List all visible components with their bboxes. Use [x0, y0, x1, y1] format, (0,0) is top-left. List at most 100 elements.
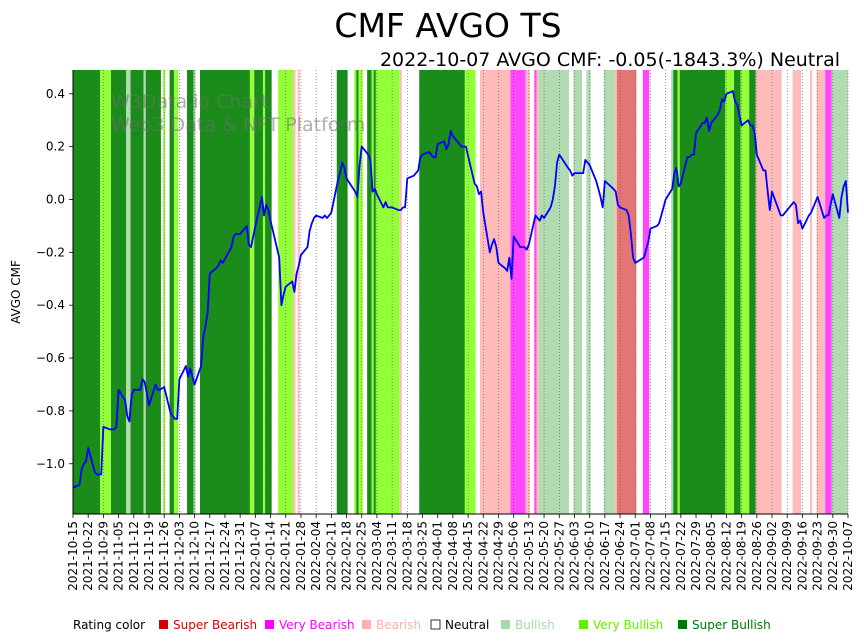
rating-band-super-bullish — [367, 70, 372, 514]
x-tick-label: 2022-08-19 — [735, 521, 749, 591]
rating-band-very-bullish — [262, 70, 266, 514]
axes — [72, 70, 848, 515]
rating-band-bullish — [671, 70, 674, 514]
rating-band-super-bullish — [73, 70, 101, 514]
rating-band-very-bullish — [354, 70, 357, 514]
series-line — [72, 90, 849, 489]
rating-band-super-bullish — [373, 70, 376, 514]
rating-band-super-bullish — [186, 70, 194, 514]
x-tick-label: 2022-10-07 — [841, 521, 855, 591]
rating-band-neutral — [401, 70, 420, 514]
legend-swatch — [362, 620, 371, 629]
legend-item: Bullish — [515, 618, 555, 632]
y-tick-label: −0.4 — [36, 298, 65, 312]
rating-band-bearish — [614, 70, 617, 514]
rating-band-bearish — [792, 70, 802, 514]
rating-band-super-bullish — [679, 70, 726, 514]
x-tick-label: 2022-06-03 — [567, 521, 581, 591]
legend-swatch — [678, 620, 687, 629]
x-tick-label: 2022-05-27 — [552, 521, 566, 591]
y-tick-label: −0.2 — [36, 245, 65, 259]
y-tick-label: 0.2 — [46, 140, 65, 154]
rating-band-neutral — [649, 70, 667, 514]
rating-band-very-bearish — [534, 70, 537, 514]
x-tick-label: 2021-10-15 — [66, 521, 80, 591]
x-tick-label: 2022-05-13 — [522, 521, 536, 591]
legend-item: Very Bullish — [593, 618, 663, 632]
legend-swatch — [159, 620, 168, 629]
x-tick-label: 2022-02-18 — [340, 521, 354, 591]
rating-band-bullish — [538, 70, 570, 514]
x-tick-label: 2022-07-15 — [659, 521, 673, 591]
x-tick-label: 2021-11-12 — [127, 521, 141, 591]
rating-band-bearish — [536, 70, 539, 514]
rating-band-super-bullish — [734, 70, 741, 514]
x-tick-label: 2022-06-10 — [583, 521, 597, 591]
rating-band-neutral — [295, 70, 298, 514]
rating-band-neutral — [569, 70, 574, 514]
x-tick-label: 2021-11-05 — [112, 521, 126, 591]
rating-band-bullish — [831, 70, 848, 514]
x-tick-label: 2022-03-25 — [416, 521, 430, 591]
rating-band-bearish — [755, 70, 782, 514]
x-tick-label: 2021-10-22 — [81, 521, 95, 591]
x-tick-label: 2022-04-08 — [446, 521, 460, 591]
x-tick-label: 2021-12-24 — [218, 521, 232, 591]
rating-band-super-bearish — [616, 70, 637, 514]
x-tick-label: 2022-01-14 — [264, 521, 278, 591]
rating-band-neutral — [178, 70, 187, 514]
rating-band-bearish — [525, 70, 530, 514]
rating-band-bearish — [816, 70, 826, 514]
rating-band-very-bearish — [642, 70, 650, 514]
x-tick-label: 2022-09-16 — [795, 521, 809, 591]
rating-band-super-bullish — [336, 70, 348, 514]
x-tick-label: 2022-02-25 — [355, 521, 369, 591]
rating-band-neutral — [781, 70, 789, 514]
x-tick-label: 2022-08-12 — [719, 521, 733, 591]
x-tick-label: 2022-09-02 — [765, 521, 779, 591]
rating-band-neutral — [475, 70, 481, 514]
x-tick-label: 2021-12-03 — [172, 521, 186, 591]
x-axis-ticks: 2021-10-15 2021-10-22 2021-10-29 2021-11-05… — [66, 514, 855, 591]
x-tick-label: 2022-04-15 — [461, 521, 475, 591]
rating-band-super-bullish — [130, 70, 144, 514]
watermark-line-2: Web3 Data & NFT Platform — [111, 114, 365, 136]
rating-band-very-bullish — [677, 70, 680, 514]
cmf-series — [72, 90, 849, 489]
chart-title: CMF AVGO TS — [334, 6, 561, 45]
y-tick-label: −0.6 — [36, 351, 65, 365]
y-axis-label: AVGO CMF — [9, 260, 23, 324]
rating-legend: Rating color Super Bearish Very Bearish Bea… — [73, 618, 771, 632]
y-tick-label: 0.0 — [46, 193, 65, 207]
y-tick-label: −1.0 — [36, 457, 65, 471]
x-tick-label: 2021-10-29 — [96, 521, 110, 591]
x-tick-label: 2022-03-11 — [385, 521, 399, 591]
legend-swatch — [501, 620, 510, 629]
x-tick-label: 2022-07-22 — [674, 521, 688, 591]
rating-band-super-bullish — [254, 70, 263, 514]
x-tick-label: 2022-07-29 — [689, 521, 703, 591]
x-tick-label: 2022-08-05 — [704, 521, 718, 591]
rating-band-neutral — [801, 70, 811, 514]
rating-band-bullish — [573, 70, 583, 514]
x-tick-label: 2022-04-22 — [476, 521, 490, 591]
watermark-line-1: W3Data.io Chart — [111, 91, 268, 113]
rating-band-very-bullish — [371, 70, 374, 514]
rating-band-super-bullish — [673, 70, 678, 514]
x-tick-label: 2022-09-23 — [811, 521, 825, 591]
x-tick-label: 2021-11-26 — [157, 521, 171, 591]
grid-lines — [72, 70, 849, 514]
legend-item: Very Bearish — [279, 618, 355, 632]
x-tick-label: 2022-06-17 — [598, 521, 612, 591]
x-tick-label: 2022-09-30 — [826, 521, 840, 591]
legend-swatch — [265, 620, 274, 629]
rating-band-bullish — [586, 70, 591, 514]
rating-band-super-bullish — [265, 70, 272, 514]
x-tick-label: 2021-12-17 — [203, 521, 217, 591]
rating-band-very-bullish — [100, 70, 111, 514]
legend-item: Super Bullish — [692, 618, 771, 632]
legend-item: Bearish — [376, 618, 421, 632]
rating-band-very-bullish — [375, 70, 400, 514]
x-tick-label: 2022-01-21 — [279, 521, 293, 591]
x-tick-label: 2022-03-18 — [400, 521, 414, 591]
